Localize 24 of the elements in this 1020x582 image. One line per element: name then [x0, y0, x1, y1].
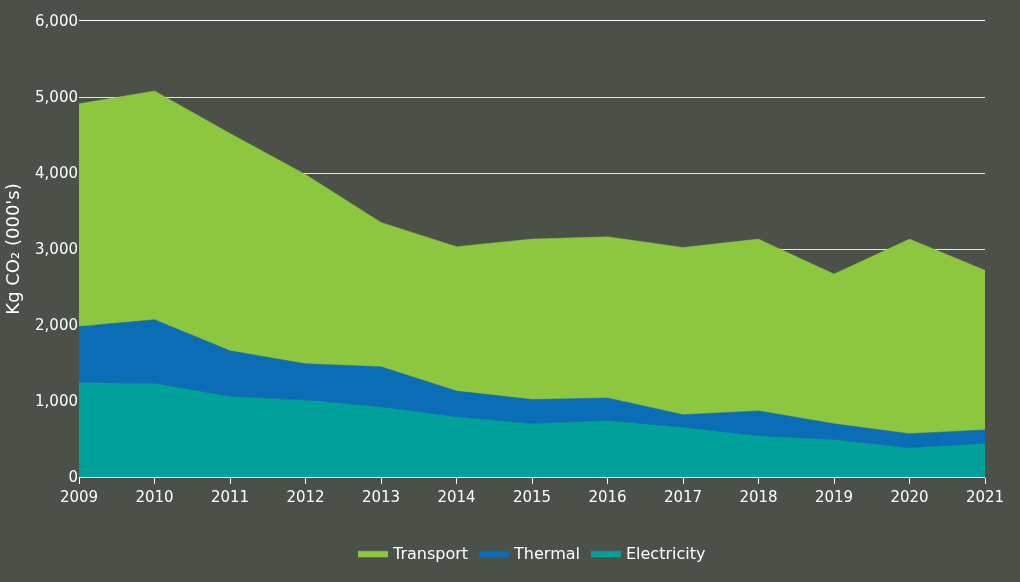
legend-label: Transport [392, 544, 469, 564]
x-tick-label: 2015 [512, 488, 552, 506]
x-tick-label: 2014 [437, 488, 476, 506]
y-tick-label: 5,000 [35, 88, 78, 107]
x-tick-label: 2018 [739, 488, 778, 506]
y-axis-title: Kg CO₂ (000's) [2, 183, 24, 315]
legend-label: Thermal [513, 544, 580, 564]
x-tick-label: 2016 [588, 488, 627, 506]
y-tick-label: 2,000 [35, 316, 78, 335]
x-tick-label: 2020 [890, 488, 929, 506]
x-tick-label: 2021 [965, 488, 1005, 506]
x-tick-label: 2017 [663, 488, 703, 506]
x-tick-label: 2009 [59, 488, 99, 506]
y-tick-label: 3,000 [35, 240, 78, 259]
x-tick-label: 2013 [361, 488, 401, 506]
x-tick-label: 2010 [135, 488, 174, 506]
legend-label: Electricity [625, 544, 706, 564]
y-tick-label: 6,000 [35, 12, 78, 31]
x-tick-label: 2011 [210, 488, 250, 506]
y-tick-label: 4,000 [35, 164, 78, 183]
x-tick-label: 2019 [814, 488, 854, 506]
y-tick-label: 1,000 [35, 392, 78, 411]
x-tick-label: 2012 [286, 488, 325, 506]
y-tick-label: 0 [68, 468, 78, 487]
